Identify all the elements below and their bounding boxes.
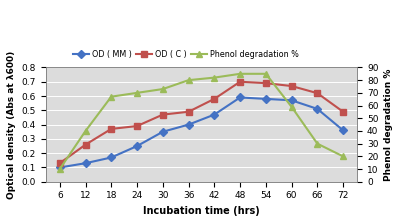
OD ( MM ) [212,113,217,116]
OD ( MM ) [315,107,320,110]
Phenol degradation % [109,95,114,98]
OD ( C ) [109,128,114,130]
OD ( MM ) [264,97,268,100]
Phenol degradation % [160,88,165,90]
OD ( MM ) [135,145,140,147]
OD ( C ) [186,110,191,113]
OD ( C ) [135,125,140,127]
Phenol degradation % [186,79,191,81]
X-axis label: Incubation time (hrs): Incubation time (hrs) [143,206,260,216]
Phenol degradation % [264,72,268,75]
OD ( MM ) [83,162,88,165]
Phenol degradation % [238,72,242,75]
OD ( C ) [83,143,88,146]
OD ( MM ) [109,156,114,159]
Y-axis label: Optical density (Abs at λ600): Optical density (Abs at λ600) [7,50,16,199]
OD ( C ) [289,85,294,87]
Phenol degradation % [135,91,140,94]
OD ( C ) [315,92,320,95]
Phenol degradation % [57,168,62,170]
OD ( C ) [341,110,346,113]
OD ( C ) [238,81,242,83]
Phenol degradation % [341,155,346,158]
OD ( C ) [160,113,165,116]
OD ( MM ) [186,123,191,126]
Phenol degradation % [315,142,320,145]
Line: Phenol degradation %: Phenol degradation % [57,71,346,172]
Legend: OD ( MM ), OD ( C ), Phenol degradation %: OD ( MM ), OD ( C ), Phenol degradation … [70,46,302,62]
OD ( MM ) [238,96,242,99]
Line: OD ( C ): OD ( C ) [57,79,346,166]
OD ( MM ) [289,99,294,102]
OD ( C ) [212,97,217,100]
OD ( C ) [57,162,62,165]
Phenol degradation % [83,130,88,132]
OD ( MM ) [160,130,165,133]
OD ( C ) [264,82,268,85]
OD ( MM ) [341,129,346,132]
OD ( MM ) [57,166,62,169]
Line: OD ( MM ): OD ( MM ) [57,95,346,170]
Phenol degradation % [289,105,294,108]
Y-axis label: Phenol degradation %: Phenol degradation % [384,68,393,181]
Phenol degradation % [212,76,217,79]
